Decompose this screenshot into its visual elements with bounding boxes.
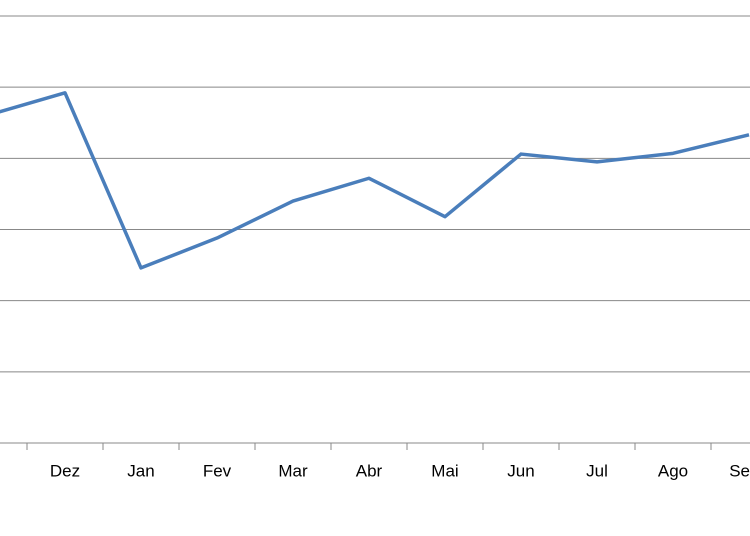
x-tick-label: Abr [356,461,383,480]
data-line [0,91,750,270]
x-tick-label: Jan [127,461,154,480]
x-tick-label: Ago [658,461,688,480]
x-tick-label: Dez [50,461,80,480]
x-tick-label: Mai [431,461,458,480]
x-tick-label: v [0,461,1,480]
x-tick-label: Fev [203,461,232,480]
x-tick-label: Se [729,461,750,480]
x-tick-label: Mar [278,461,308,480]
x-tick-label: Jun [507,461,534,480]
x-tick-label: Jul [586,461,608,480]
